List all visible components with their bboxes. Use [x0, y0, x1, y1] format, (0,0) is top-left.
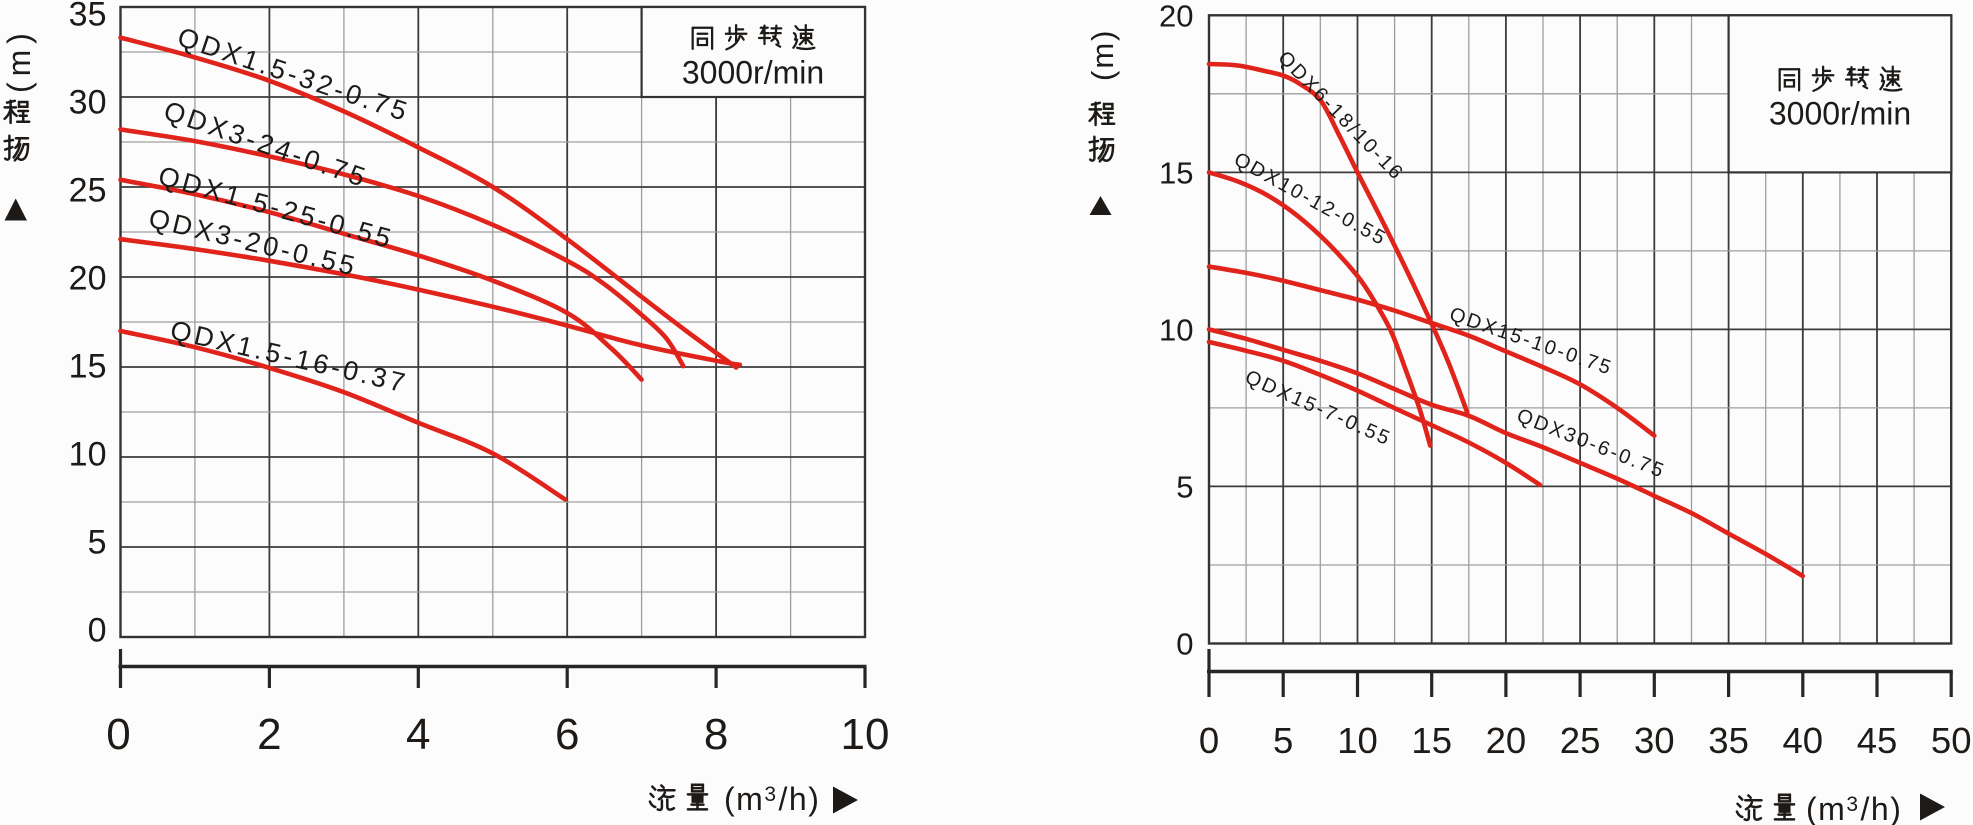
svg-text:35: 35 [69, 0, 107, 33]
svg-text:4: 4 [406, 710, 430, 759]
svg-text:25: 25 [69, 171, 107, 209]
svg-text:10: 10 [1159, 312, 1193, 347]
svg-text:20: 20 [69, 259, 107, 297]
svg-text:45: 45 [1857, 720, 1898, 761]
svg-text:20: 20 [1486, 720, 1527, 761]
svg-text:(m): (m) [1085, 29, 1120, 81]
svg-text:15: 15 [1411, 720, 1452, 761]
svg-text:10: 10 [1337, 720, 1378, 761]
svg-text:(m3/h): (m3/h) [1806, 791, 1902, 825]
svg-text:6: 6 [555, 710, 579, 759]
svg-text:5: 5 [88, 524, 107, 562]
svg-text:50: 50 [1931, 720, 1972, 761]
svg-text:0: 0 [88, 612, 107, 650]
svg-text:3000r/min: 3000r/min [682, 55, 824, 91]
svg-text:0: 0 [1176, 627, 1193, 662]
svg-text:10: 10 [69, 435, 107, 473]
svg-text:30: 30 [69, 83, 107, 121]
svg-text:20: 20 [1159, 0, 1193, 33]
svg-text:2: 2 [257, 710, 281, 759]
svg-text:40: 40 [1782, 720, 1823, 761]
svg-text:0: 0 [106, 710, 130, 759]
svg-text:15: 15 [1159, 155, 1193, 190]
svg-text:35: 35 [1708, 720, 1749, 761]
svg-text:5: 5 [1273, 720, 1293, 761]
svg-text:15: 15 [69, 347, 107, 385]
svg-text:3000r/min: 3000r/min [1769, 96, 1911, 132]
svg-text:5: 5 [1176, 469, 1193, 504]
svg-text:30: 30 [1634, 720, 1675, 761]
svg-text:(m): (m) [1, 27, 37, 93]
svg-text:25: 25 [1560, 720, 1601, 761]
svg-text:10: 10 [841, 710, 890, 759]
svg-text:0: 0 [1199, 720, 1219, 761]
svg-text:8: 8 [704, 710, 728, 759]
